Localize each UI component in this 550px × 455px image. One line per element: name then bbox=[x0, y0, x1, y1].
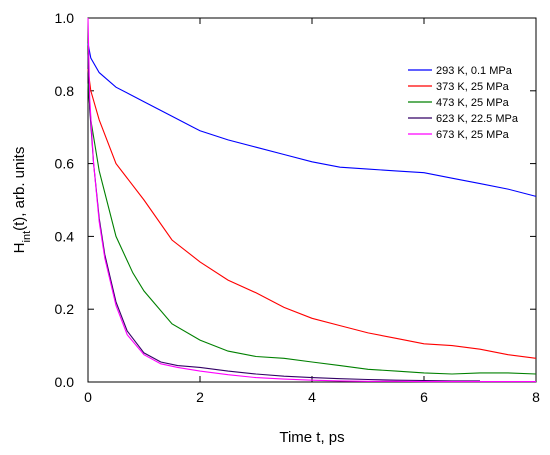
y-tick-label: 0.8 bbox=[55, 83, 75, 99]
series-line bbox=[87, 43, 537, 197]
x-tick-label: 2 bbox=[196, 389, 204, 405]
legend: 293 K, 0.1 MPa 373 K, 25 MPa 473 K, 25 MPa… bbox=[408, 65, 519, 141]
x-tick-label: 4 bbox=[308, 389, 316, 405]
y-tick-label: 0.0 bbox=[55, 374, 75, 390]
x-tick-label: 0 bbox=[84, 389, 92, 405]
legend-entry: 473 K, 25 MPa bbox=[436, 97, 510, 109]
legend-entry: 293 K, 0.1 MPa bbox=[436, 65, 513, 77]
x-axis-label: Time t, ps bbox=[279, 429, 344, 446]
series-lines bbox=[87, 17, 537, 383]
series-line bbox=[87, 17, 536, 383]
y-axis-label-rest: (t), arb. units bbox=[11, 147, 28, 231]
x-tick-label: 6 bbox=[420, 389, 428, 405]
y-tick-label: 0.6 bbox=[55, 156, 75, 172]
legend-entry: 673 K, 25 MPa bbox=[436, 129, 510, 141]
series-line bbox=[87, 68, 537, 359]
legend-entry: 623 K, 22.5 MPa bbox=[436, 113, 519, 125]
y-tick-label: 0.2 bbox=[55, 301, 75, 317]
legend-entry: 373 K, 25 MPa bbox=[436, 81, 510, 93]
y-axis-label-main: H bbox=[11, 242, 28, 253]
series-line bbox=[87, 83, 537, 375]
y-tick-label: 0.4 bbox=[55, 228, 75, 244]
y-axis-label: Hint(t), arb. units bbox=[11, 147, 33, 254]
y-axis-label-sub: int bbox=[21, 231, 33, 243]
axis-ticks: 0 2 4 6 8 0.0 0.2 0.4 0.6 0.8 1.0 bbox=[55, 10, 541, 405]
y-tick-label: 1.0 bbox=[55, 10, 75, 26]
x-tick-label: 8 bbox=[532, 389, 540, 405]
